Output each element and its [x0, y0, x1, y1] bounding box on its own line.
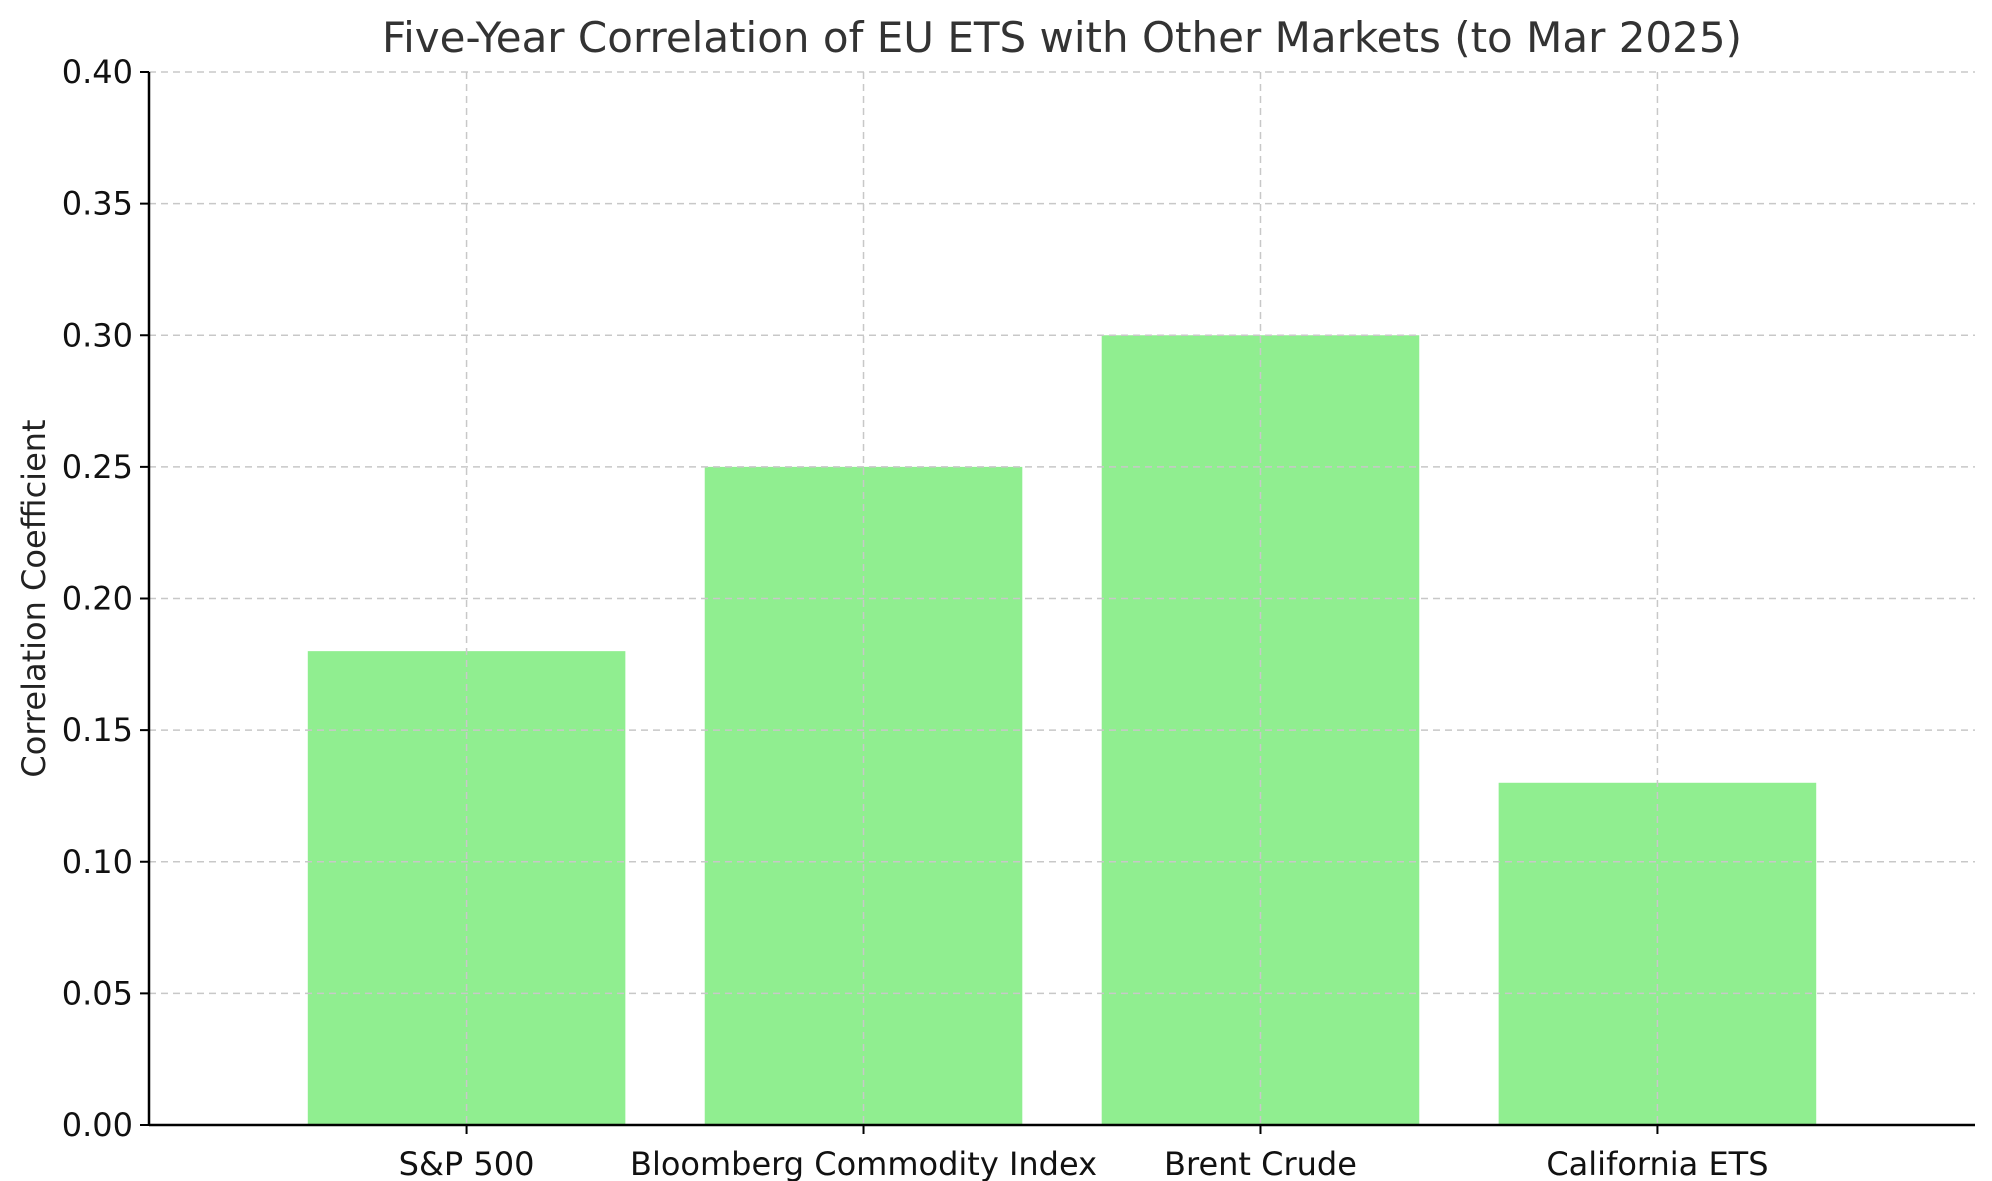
x-tick-label: S&P 500	[399, 1145, 535, 1181]
y-tick-layer: 0.00 0.05 0.10 0.15 0.20 0.25 0.30 0.35 0.40	[62, 53, 149, 1144]
y-tick-label: 0.40	[62, 53, 133, 91]
y-tick-label: 0.15	[62, 711, 133, 749]
x-tick-label: Brent Crude	[1164, 1145, 1357, 1181]
x-tick-layer: S&P 500 Bloomberg Commodity Index Brent Cr…	[399, 1125, 1769, 1181]
y-axis-label: Correlation Coefficient	[15, 419, 53, 777]
y-tick-label: 0.30	[62, 316, 133, 354]
x-tick-label: Bloomberg Commodity Index	[630, 1145, 1097, 1181]
chart-title: Five-Year Correlation of EU ETS with Oth…	[382, 13, 1742, 62]
x-tick-label: California ETS	[1546, 1145, 1768, 1181]
y-tick-label: 0.05	[62, 974, 133, 1012]
y-tick-label: 0.20	[62, 580, 133, 618]
y-tick-label: 0.25	[62, 448, 133, 486]
y-tick-label: 0.10	[62, 843, 133, 881]
y-tick-label: 0.00	[62, 1106, 133, 1144]
y-tick-label: 0.35	[62, 185, 133, 223]
